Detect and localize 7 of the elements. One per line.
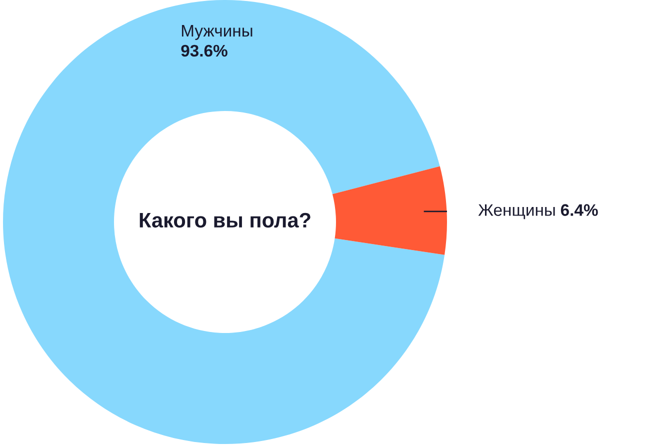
donut-slice bbox=[3, 0, 445, 444]
slice-label: Мужчины bbox=[182, 25, 252, 40]
donut-slice bbox=[332, 166, 447, 255]
slice-label: Женщины bbox=[478, 204, 555, 220]
data-label: 93.6% bbox=[181, 44, 228, 57]
text: Какого вы пола? bbox=[140, 212, 310, 228]
data-label: 6.4% bbox=[560, 204, 598, 216]
